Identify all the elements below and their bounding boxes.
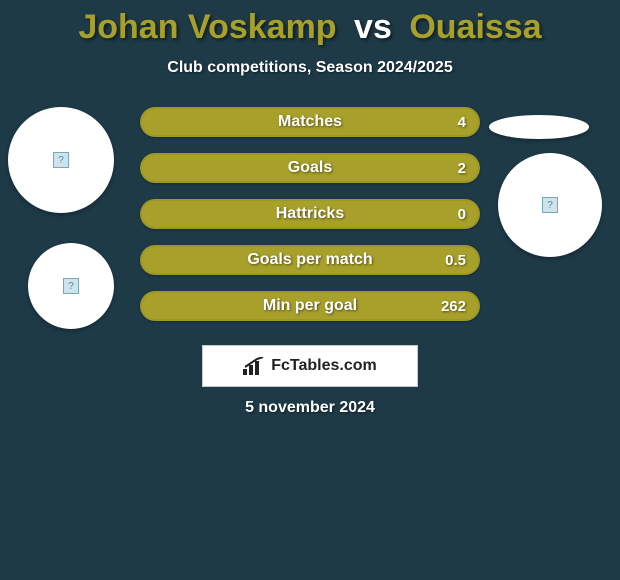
- stat-value: 0: [458, 206, 466, 223]
- title-player1: Johan Voskamp: [78, 8, 336, 46]
- stat-label: Matches: [278, 113, 342, 131]
- brand-text: FcTables.com: [271, 357, 377, 375]
- brand-box[interactable]: FcTables.com: [202, 345, 418, 387]
- avatar-placeholder-3: ?: [498, 153, 602, 257]
- comparison-stage: ? ? ? Matches 4 Goals 2 Hattricks 0 Goal…: [0, 97, 620, 457]
- avatar-placeholder-2: ?: [28, 243, 114, 329]
- subtitle: Club competitions, Season 2024/2025: [0, 59, 620, 77]
- stat-value: 4: [458, 114, 466, 131]
- stat-label: Hattricks: [276, 205, 344, 223]
- stat-value: 262: [441, 298, 466, 315]
- broken-image-icon: ?: [542, 197, 558, 213]
- avatar-placeholder-1: ?: [8, 107, 114, 213]
- stat-bars: Matches 4 Goals 2 Hattricks 0 Goals per …: [140, 107, 480, 337]
- stat-bar-gpm: Goals per match 0.5: [140, 245, 480, 275]
- brand-chart-icon: [243, 357, 265, 375]
- broken-image-icon: ?: [53, 152, 69, 168]
- title-player2: Ouaissa: [409, 8, 541, 46]
- stat-bar-goals: Goals 2: [140, 153, 480, 183]
- decor-ellipse-right: [489, 115, 589, 139]
- stat-value: 0.5: [445, 252, 466, 269]
- stat-bar-matches: Matches 4: [140, 107, 480, 137]
- broken-image-icon: ?: [63, 278, 79, 294]
- stat-label: Goals per match: [247, 251, 372, 269]
- title-vs: vs: [354, 8, 392, 46]
- stat-bar-mpg: Min per goal 262: [140, 291, 480, 321]
- stat-value: 2: [458, 160, 466, 177]
- date-text: 5 november 2024: [0, 399, 620, 417]
- stat-label: Goals: [288, 159, 332, 177]
- stat-bar-hattricks: Hattricks 0: [140, 199, 480, 229]
- stat-label: Min per goal: [263, 297, 357, 315]
